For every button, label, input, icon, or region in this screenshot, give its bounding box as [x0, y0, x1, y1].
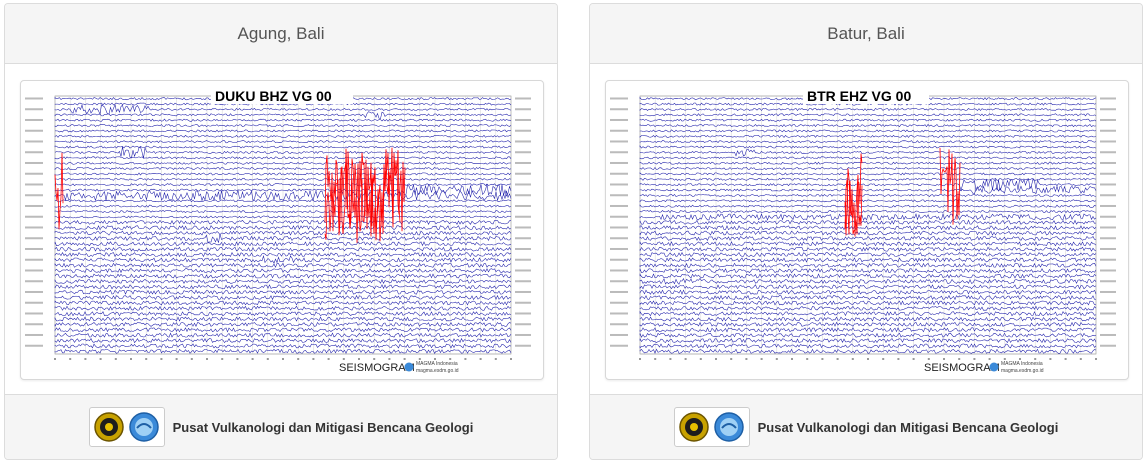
station-label: BTR EHZ VG 00	[807, 88, 911, 104]
seismogram-brand: SEISMOGRAM	[339, 362, 415, 374]
magma-mini-icon	[989, 362, 999, 372]
seismogram-site: magma.esdm.go.id	[1001, 368, 1044, 374]
card-footer: Pusat Vulkanologi dan Mitigasi Bencana G…	[590, 394, 1142, 459]
seismogram-traces	[54, 97, 512, 354]
esdm-emblem-icon	[94, 412, 124, 442]
seismogram-plot: BTR EHZ VG 00 SEISMOGRAM MAGMA Indonesia…	[610, 86, 1116, 374]
seismogram-brand: SEISMOGRAM	[924, 362, 1000, 374]
seismogram-plot: DUKU BHZ VG 00 SEISMOGRAM MAGMA Indonesi…	[25, 86, 531, 374]
footer-org-name: Pusat Vulkanologi dan Mitigasi Bencana G…	[172, 419, 474, 435]
logo-box	[673, 407, 750, 447]
logo-box	[88, 407, 165, 447]
seismogram-card-agung: Agung, Bali DUKU BHZ VG 00 SEISMOGRAM MA…	[4, 3, 558, 460]
station-label-bg	[211, 86, 353, 104]
seismogram-traces	[639, 96, 1097, 354]
card-body: BTR EHZ VG 00 SEISMOGRAM MAGMA Indonesia…	[590, 64, 1142, 395]
seismogram-events	[844, 147, 961, 237]
card-title: Agung, Bali	[5, 4, 557, 64]
seismogram-card-batur: Batur, Bali BTR EHZ VG 00 SEISMOGRAM MAG…	[589, 3, 1143, 460]
seismogram-image[interactable]: DUKU BHZ VG 00 SEISMOGRAM MAGMA Indonesi…	[20, 80, 544, 380]
footer-org-name: Pusat Vulkanologi dan Mitigasi Bencana G…	[757, 419, 1059, 435]
seismogram-grid	[610, 95, 1116, 360]
magma-mini-icon	[404, 362, 414, 372]
seismogram-credit: MAGMA Indonesia	[1001, 361, 1043, 367]
seismogram-site: magma.esdm.go.id	[416, 368, 459, 374]
magma-logo-icon	[714, 412, 744, 442]
station-label: DUKU BHZ VG 00	[215, 88, 332, 104]
seismogram-events	[54, 147, 406, 243]
card-footer: Pusat Vulkanologi dan Mitigasi Bencana G…	[5, 394, 557, 459]
station-label-bg	[803, 86, 929, 104]
card-body: DUKU BHZ VG 00 SEISMOGRAM MAGMA Indonesi…	[5, 64, 557, 395]
seismogram-credit: MAGMA Indonesia	[416, 361, 458, 367]
card-title: Batur, Bali	[590, 4, 1142, 64]
seismogram-image[interactable]: BTR EHZ VG 00 SEISMOGRAM MAGMA Indonesia…	[605, 80, 1129, 380]
magma-logo-icon	[129, 412, 159, 442]
esdm-emblem-icon	[679, 412, 709, 442]
